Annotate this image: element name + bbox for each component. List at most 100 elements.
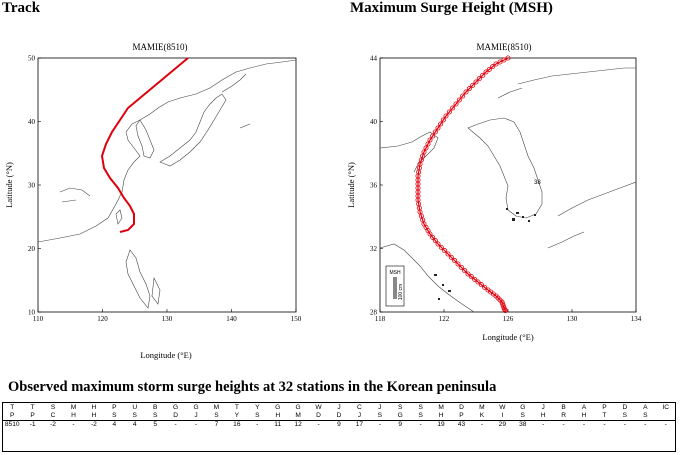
value-cell: - (635, 420, 656, 429)
msh-x-tick-4: 134 (631, 315, 642, 323)
msh-track-marker (475, 279, 481, 285)
msh-track-marker (432, 129, 438, 135)
header-cell: M (438, 404, 444, 412)
msh-map: MAMIE(8510) 118 122 126 130 134 28 32 36 40 44 3… (346, 42, 642, 342)
value-cell: - (594, 420, 615, 429)
header-cell: G (193, 404, 199, 412)
header-cell: T (234, 404, 239, 412)
header-cell: S (398, 404, 403, 412)
value-cell: - (247, 420, 268, 429)
value-cell: - (185, 420, 207, 429)
header-cell: H (91, 404, 97, 412)
value-cell: 9 (328, 420, 350, 429)
msh-x-tick-0: 118 (375, 315, 386, 323)
header-cell: R (561, 412, 566, 420)
msh-track-marker (450, 105, 456, 111)
value-cell: 38 (512, 420, 533, 429)
msh-y-tick-4: 44 (370, 55, 378, 63)
header-cell: P (10, 412, 15, 420)
track-y-tick-3: 40 (28, 118, 36, 126)
msh-track-marker (455, 261, 461, 267)
msh-islands (434, 208, 536, 300)
value-cell: - (614, 420, 636, 429)
table-values-row: 8510 -1 -2- -2 4 4 5- -7 16-11 12-9 17-9-19 43-29 38… (2, 420, 676, 429)
header-cell: S (152, 412, 158, 420)
value-cell: - (471, 420, 493, 429)
value-cell: 19 (430, 420, 452, 429)
value-cell: - (308, 420, 329, 429)
header-cell: H (275, 412, 281, 420)
msh-track-marker (458, 264, 464, 270)
msh-y-tick-0: 28 (370, 309, 378, 317)
msh-track-marker (463, 89, 469, 95)
msh-track-line (417, 57, 509, 313)
msh-y-tick-1: 32 (370, 245, 378, 253)
msh-track-marker (465, 271, 471, 277)
header-cell: Y (255, 404, 260, 412)
track-x-ticks: 110 120 130 140 150 (33, 309, 302, 323)
header-cell: H (540, 412, 546, 420)
value-cell: - (553, 420, 574, 429)
header-cell: A (643, 404, 648, 412)
track-x-tick-4: 150 (291, 315, 302, 323)
msh-heading: Maximum Surge Height (MSH) (350, 0, 553, 16)
msh-track-marker (448, 254, 454, 260)
msh-track-marker (501, 57, 507, 63)
value-cell: 29 (492, 420, 513, 429)
header-cell: U (132, 404, 138, 412)
track-y-tick-0: 10 (28, 309, 36, 317)
header-cell: S (418, 404, 423, 412)
msh-track-marker (435, 241, 441, 247)
table-title: Observed maximum storm surge heights at … (8, 379, 497, 395)
track-xlabel: Longitude (°E) (140, 350, 191, 360)
msh-track-marker (430, 234, 436, 240)
header-cell: S (418, 412, 423, 420)
header-cell: H (581, 412, 587, 420)
value-cell: - (63, 420, 84, 429)
header-cell: S (255, 412, 260, 420)
msh-track-marker (442, 248, 448, 254)
msh-track-marker (425, 141, 431, 147)
track-x-tick-3: 140 (226, 315, 237, 323)
msh-station-label: 38 (534, 180, 541, 186)
msh-track-marker (443, 113, 449, 119)
header-cell: A (581, 404, 587, 412)
msh-track-marker (440, 117, 446, 123)
header-cell: J (541, 404, 545, 412)
msh-legend: MSH 100 cm (385, 265, 405, 307)
header-cell: S (112, 412, 117, 420)
track-y-ticks: 10 20 30 40 50 (28, 55, 41, 317)
msh-xlabel: Longitude (°E) (482, 332, 533, 342)
msh-y-tick-3: 40 (370, 118, 378, 126)
value-cell: 5 (144, 420, 166, 429)
track-x-tick-0: 110 (33, 315, 44, 323)
msh-x-tick-3: 130 (567, 315, 578, 323)
value-cell: 43 (451, 420, 472, 429)
header-cell: M (295, 412, 301, 420)
track-y-tick-2: 30 (28, 182, 36, 190)
msh-track-marker (435, 125, 441, 131)
header-cell: G (520, 404, 526, 412)
header-cell: B (561, 404, 566, 412)
header-cell: K (479, 412, 485, 420)
msh-track-marker (438, 244, 444, 250)
header-cell: M (479, 404, 485, 412)
msh-track-marker (452, 258, 458, 264)
value-cell: - (369, 420, 391, 429)
value-cell: 11 (267, 420, 288, 429)
msh-track-marker (445, 251, 451, 257)
msh-track-marker (497, 59, 503, 65)
value-cell: 16 (226, 420, 248, 429)
msh-track-marker (446, 109, 452, 115)
header-cell: S (622, 412, 628, 420)
header-cell: W (499, 404, 506, 412)
header-cell: IC (662, 404, 670, 412)
value-cell: - (532, 420, 554, 429)
msh-track-marker (473, 79, 479, 85)
value-cell: 17 (349, 420, 370, 429)
header-cell: M (213, 404, 220, 412)
header-cell: C (357, 404, 362, 412)
msh-track-marker (432, 238, 438, 244)
track-y-tick-4: 50 (28, 55, 36, 63)
